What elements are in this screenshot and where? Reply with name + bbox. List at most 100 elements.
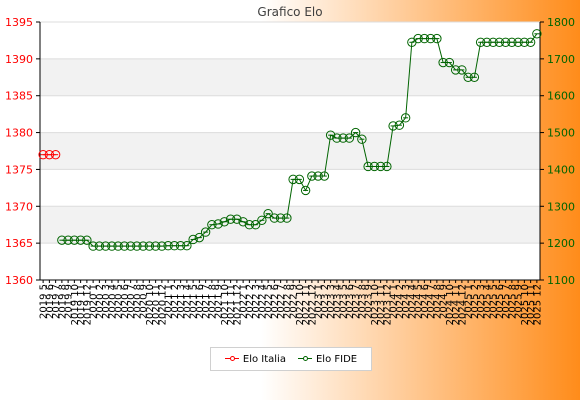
- left-tick-label: 1360: [5, 274, 33, 287]
- legend: Elo Italia Elo FIDE: [210, 347, 372, 371]
- x-tick-label: 2021 4: [182, 284, 193, 319]
- right-tick-label: 1500: [547, 127, 575, 140]
- x-tick-label: 2021 5: [189, 284, 200, 319]
- legend-swatch-italia: [224, 354, 239, 364]
- x-tick-label: 2025 10: [520, 284, 531, 325]
- x-tick-label: 2020 6: [120, 284, 131, 319]
- x-tick-label: 2020 8: [132, 284, 143, 319]
- x-tick-label: 2022 6: [270, 284, 281, 319]
- data-point-fide: [250, 220, 261, 230]
- data-point-fide: [344, 133, 355, 143]
- x-tick-label: 2025 3: [476, 284, 487, 319]
- data-point-fide: [294, 174, 305, 185]
- x-tick-label: 2019 12: [82, 284, 93, 325]
- right-tick-label: 1600: [547, 90, 575, 103]
- x-tick-label: 2023 2: [320, 284, 331, 319]
- x-tick-label: 2022 3: [251, 284, 262, 319]
- legend-label-fide: Elo FIDE: [315, 353, 358, 365]
- data-point-fide: [207, 220, 217, 230]
- x-tick-label: 2020 10: [145, 284, 156, 325]
- x-tick-label: 2019 10: [70, 284, 81, 325]
- x-tick-label: 2024 10: [445, 284, 456, 325]
- chart-title: Grafico Elo: [257, 5, 322, 19]
- x-tick-label: 2023 7: [351, 284, 362, 319]
- data-point-italia: [50, 149, 61, 160]
- x-tick-label: 2023 6: [345, 284, 356, 319]
- x-tick-label: 2024 7: [426, 284, 437, 319]
- plot-band: [40, 132, 540, 170]
- x-tick-label: 2020 4: [107, 284, 118, 319]
- right-tick-label: 1100: [547, 274, 575, 287]
- data-point-fide: [357, 134, 367, 144]
- x-tick-label: 2020 5: [114, 284, 125, 319]
- x-tick-label: 2021 6: [195, 284, 206, 319]
- x-tick-label: 2023 12: [382, 284, 393, 325]
- axes: 1360 1365 1370 1375 1380 1385 1390 1395 1100 1200…: [5, 16, 575, 325]
- x-tick-label: 2021 8: [207, 284, 218, 319]
- data-point-fide: [457, 65, 467, 75]
- x-tick-label: 2025 4: [482, 284, 493, 319]
- right-tick-label: 1200: [547, 237, 575, 250]
- x-tick-label: 2021 7: [201, 284, 212, 319]
- legend-swatch-fide: [297, 354, 312, 364]
- data-point-fide: [382, 161, 392, 172]
- data-point-fide: [469, 72, 480, 82]
- x-tick-label: 2019 11: [76, 284, 87, 325]
- x-tick-label: 2023 11: [376, 284, 387, 325]
- data-point-fide: [532, 29, 542, 39]
- data-point-fide: [325, 130, 336, 140]
- x-tick-label: 2022 1: [239, 284, 250, 319]
- data-point-fide: [232, 214, 242, 224]
- x-tick-label: 2022 12: [307, 284, 318, 325]
- x-tick-label: 2022 5: [264, 284, 275, 319]
- data-point-fide: [282, 213, 292, 223]
- x-tick-label: 2022 4: [257, 284, 268, 319]
- x-tick-label: 2022 8: [282, 284, 293, 319]
- x-tick-label: 2024 6: [420, 284, 431, 319]
- data-point-fide: [82, 235, 92, 245]
- x-tick-label: 2021 11: [226, 284, 237, 325]
- x-tick-label: 2021 2: [170, 284, 181, 319]
- x-tick-label: 2025 9: [514, 284, 525, 319]
- x-tick-label: 2021 12: [232, 284, 243, 325]
- plot-band: [40, 206, 540, 244]
- x-tick-label: 2023 3: [326, 284, 337, 319]
- data-point-fide: [188, 234, 198, 245]
- data-point-fide: [525, 37, 536, 47]
- plot-area: [40, 22, 540, 280]
- left-tick-label: 1380: [5, 127, 33, 140]
- x-tick-label: 2024 5: [414, 284, 425, 319]
- x-tick-label: 2020 9: [139, 284, 150, 319]
- right-tick-label: 1300: [547, 200, 575, 213]
- right-tick-label: 1400: [547, 163, 575, 176]
- x-tick-label: 2024 4: [407, 284, 418, 319]
- x-tick-label: 2025 12: [532, 284, 543, 325]
- legend-item-italia: Elo Italia: [224, 354, 286, 365]
- left-tick-label: 1365: [5, 237, 33, 250]
- data-point-fide: [388, 121, 398, 131]
- x-tick-label: 2025 11: [526, 284, 537, 325]
- plot-band: [40, 58, 540, 96]
- x-tick-label: 2025 5: [489, 284, 500, 319]
- x-tick-label: 2021 10: [220, 284, 231, 325]
- x-tick-label: 2023 10: [370, 284, 381, 325]
- data-point-fide: [257, 215, 267, 225]
- left-tick-label: 1395: [5, 16, 33, 29]
- x-tick-label: 2023 9: [364, 284, 375, 319]
- x-tick-label: 2024 2: [395, 284, 406, 319]
- x-tick-label: 2020 1: [89, 284, 100, 319]
- x-tick-label: 2019 5: [39, 284, 50, 319]
- legend-item-fide: Elo FIDE: [297, 353, 358, 365]
- data-point-fide: [182, 241, 192, 251]
- x-tick-label: 2021 3: [176, 284, 187, 319]
- left-tick-label: 1390: [5, 53, 33, 66]
- x-tick-label: 2023 1: [314, 284, 325, 319]
- x-tick-label: 2024 3: [401, 284, 412, 319]
- data-point-fide: [238, 217, 248, 227]
- data-point-fide: [194, 232, 205, 243]
- x-tick-label: 2020 3: [101, 284, 112, 319]
- x-tick-label: 2023 5: [339, 284, 350, 319]
- grid-lines: [40, 21, 540, 281]
